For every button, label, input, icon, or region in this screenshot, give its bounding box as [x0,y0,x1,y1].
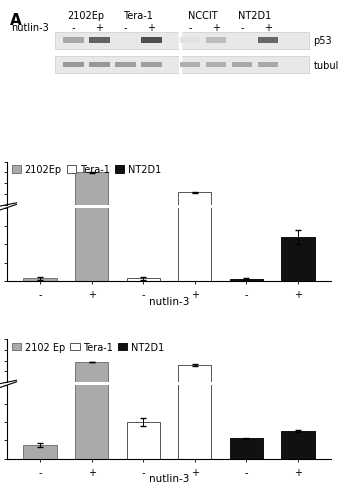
Bar [115,63,136,68]
Bar [180,39,200,43]
Bar [55,57,309,74]
Bar [258,63,279,68]
Bar [75,173,108,216]
Bar [178,84,212,282]
Text: Tera-1: Tera-1 [123,11,153,21]
Bar [24,392,57,393]
Bar [178,221,212,459]
Bar [230,280,263,282]
Text: +: + [147,23,155,33]
Text: +: + [264,23,272,33]
Bar [180,63,200,68]
Text: NCCIT: NCCIT [188,11,218,21]
Text: NT2D1: NT2D1 [238,11,272,21]
Text: nutlin-3: nutlin-3 [11,23,49,33]
Text: nutlin-3: nutlin-3 [149,296,189,306]
Bar [178,365,212,393]
Bar [89,39,110,43]
Text: -: - [188,23,192,33]
Text: 2102Ep: 2102Ep [68,11,105,21]
Bar [141,39,162,43]
Legend: 2102Ep, Tera-1, NT2D1: 2102Ep, Tera-1, NT2D1 [11,165,161,175]
Bar [89,63,110,68]
Bar [230,439,263,459]
Text: -: - [240,23,244,33]
Bar [258,39,279,43]
Bar [206,63,226,68]
Bar [55,33,309,49]
Bar [126,389,160,393]
Bar [206,39,226,43]
Bar [24,445,57,459]
Text: p53: p53 [313,36,332,46]
Text: +: + [212,23,220,33]
Bar [178,193,212,216]
Text: A: A [10,13,22,27]
Bar [75,193,108,459]
Text: +: + [95,23,103,33]
Bar [126,422,160,459]
Legend: 2102 Ep, Tera-1, NT2D1: 2102 Ep, Tera-1, NT2D1 [11,342,164,352]
Bar [232,63,252,68]
Bar [63,63,84,68]
Bar [126,279,160,282]
Bar [281,431,314,459]
Bar [63,39,84,43]
Bar [75,0,108,282]
Bar [141,63,162,68]
Bar [75,362,108,393]
Text: -: - [123,23,127,33]
Bar [281,390,314,393]
Bar [281,211,314,216]
Text: tubulin: tubulin [313,61,338,71]
Bar [281,238,314,282]
Bar [230,391,263,393]
Bar [24,279,57,282]
Text: -: - [72,23,75,33]
Text: nutlin-3: nutlin-3 [149,473,189,483]
